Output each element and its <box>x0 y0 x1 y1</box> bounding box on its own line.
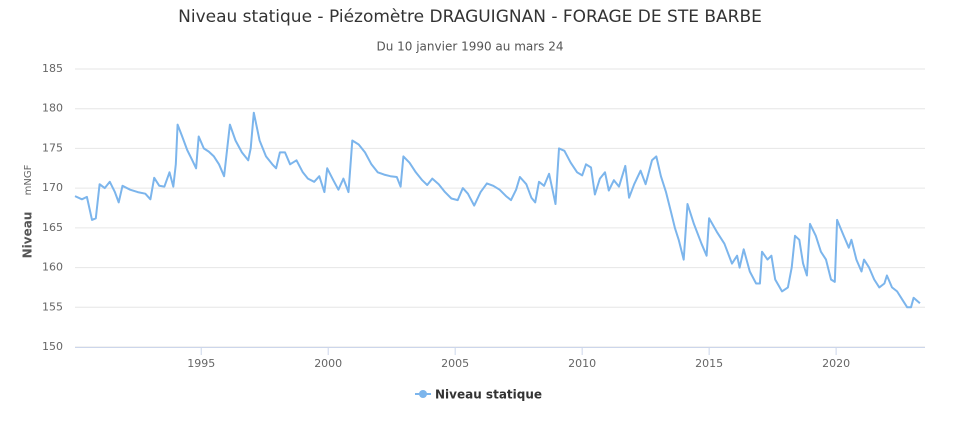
y-tick-label: 180 <box>42 102 63 115</box>
x-tick-label: 2015 <box>695 357 723 370</box>
x-tick-label: 2000 <box>314 357 342 370</box>
y-axis-unit: mNGF <box>23 164 34 195</box>
x-tick-label: 1995 <box>187 357 215 370</box>
x-tick-label: 2010 <box>568 357 596 370</box>
legend-label: Niveau statique <box>435 388 542 402</box>
y-tick-label: 185 <box>42 62 63 75</box>
y-tick-label: 175 <box>42 141 63 154</box>
chart-subtitle: Du 10 janvier 1990 au mars 24 <box>376 40 563 54</box>
y-tick-label: 170 <box>42 181 63 194</box>
y-tick-label: 165 <box>42 221 63 234</box>
y-axis-label: Niveau <box>21 212 35 259</box>
y-tick-label: 160 <box>42 261 63 274</box>
data-line <box>74 111 921 309</box>
x-tick-label: 2020 <box>822 357 850 370</box>
x-tick-label: 2005 <box>441 357 469 370</box>
legend-marker <box>419 390 427 398</box>
y-tick-label: 155 <box>42 300 63 313</box>
chart-title: Niveau statique - Piézomètre DRAGUIGNAN … <box>178 7 762 27</box>
y-tick-label: 150 <box>42 340 63 353</box>
